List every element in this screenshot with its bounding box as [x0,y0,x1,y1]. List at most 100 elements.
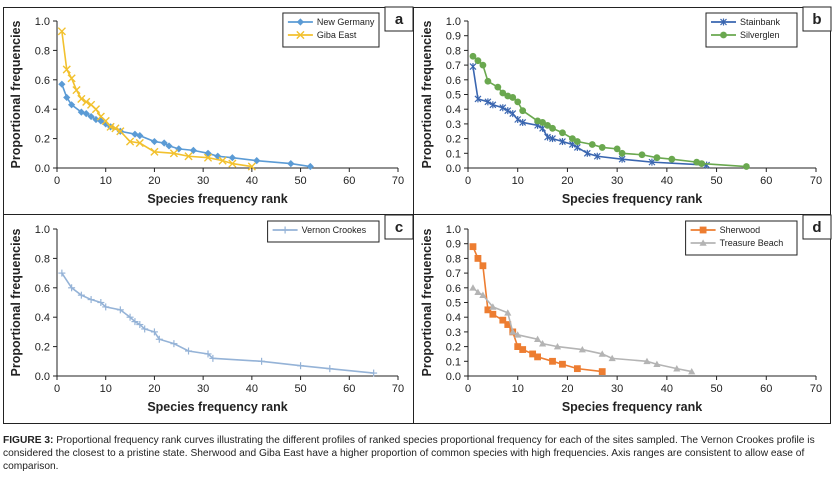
data-point [247,162,256,171]
y-tick-label: 0.4 [35,312,50,324]
data-point [287,159,295,168]
data-point [204,350,212,358]
data-point [519,107,527,115]
legend-item: Sherwood [690,225,760,235]
data-point [136,132,144,140]
series-line [472,246,603,373]
y-tick-label: 0.0 [35,371,50,383]
data-point [479,61,487,69]
data-point [549,124,556,132]
data-point [116,127,125,136]
data-point [111,124,120,133]
x-tick-label: 20 [561,175,573,187]
data-point [489,303,497,310]
data-point [116,306,124,314]
data-point [613,145,621,153]
data-point [102,303,110,311]
data-point [97,299,105,306]
series-vernon-crookes [58,269,378,377]
data-point [578,345,586,353]
data-point [698,160,706,167]
data-point [91,105,101,114]
series-silverglen [469,52,750,170]
data-point [514,115,522,123]
data-point [653,360,661,368]
data-point [150,137,159,146]
data-point [519,346,527,353]
data-point [544,133,551,141]
data-point [131,318,139,326]
data-point [559,129,566,137]
data-point [297,362,305,370]
data-point [135,138,144,148]
y-tick-label: 1.0 [446,224,461,236]
x-tick-label: 50 [710,175,722,187]
legend-swatch-marker [699,239,707,246]
data-point [106,122,115,131]
y-tick-label: 0.3 [446,327,461,339]
x-tick-label: 30 [611,175,623,187]
data-point [559,138,566,146]
data-point [68,101,76,109]
legend-item: Vernon Crookes [272,225,367,235]
data-point [538,340,547,347]
data-point [126,313,134,321]
legend-label: Treasure Beach [720,238,784,248]
data-point [155,335,163,343]
data-point [474,95,482,103]
y-tick-label: 0.5 [446,90,461,102]
legend-item: Giba East [287,30,357,40]
x-tick-label: 10 [100,383,112,395]
data-point [479,291,487,298]
caption-text: Proportional frequency rank curves illus… [3,435,815,472]
y-tick-label: 0.0 [446,371,461,383]
x-tick-label: 40 [661,175,673,187]
data-point [370,369,378,377]
y-tick-label: 0.1 [446,356,461,368]
data-point [306,162,314,171]
y-tick-label: 0.3 [446,119,461,131]
data-point [203,153,213,162]
data-point [549,357,556,365]
caption-label: FIGURE 3: [3,435,54,446]
y-tick-label: 0.9 [446,31,461,43]
legend-swatch-marker [720,18,727,26]
data-point [688,367,696,375]
data-point [141,325,149,333]
data-point [87,296,95,304]
x-tick-label: 70 [810,175,822,187]
data-point [499,104,507,112]
data-point [189,146,197,154]
x-axis-title: Species frequency rank [562,192,702,206]
data-point [68,284,76,292]
data-point [509,328,517,335]
series-new-germany [58,80,314,171]
y-tick-label: 0.4 [35,104,50,116]
y-tick-label: 0.2 [35,342,50,354]
x-tick-label: 30 [611,383,623,395]
legend-label: Vernon Crookes [302,225,367,235]
y-axis-title: Proportional frequencies [9,228,23,376]
data-point [593,152,601,160]
data-point [638,151,646,159]
data-point [258,357,266,365]
data-point [484,306,492,314]
x-tick-label: 20 [561,383,573,395]
data-point [77,94,86,104]
data-point [474,288,482,296]
data-point [87,112,95,121]
data-point [648,158,656,166]
figure-caption: FIGURE 3: Proportional frequency rank cu… [3,434,833,473]
legend-label: Giba East [317,30,357,40]
y-tick-label: 0.4 [446,104,461,116]
x-tick-label: 70 [810,383,822,395]
legend-box [282,12,380,48]
y-tick-label: 0.9 [446,239,461,251]
y-tick-label: 0.2 [35,134,50,146]
data-point [165,142,173,150]
y-tick-label: 0.0 [35,163,50,175]
data-point [484,77,492,85]
data-point [489,101,497,109]
legend: Vernon Crookes [267,220,380,243]
chart-panel-d: 0.0 0.1 0.2 0.3 0.4 0.5 0.6 0.7 0.8 0.9 1.0 0 10 20 30… [420,214,832,414]
